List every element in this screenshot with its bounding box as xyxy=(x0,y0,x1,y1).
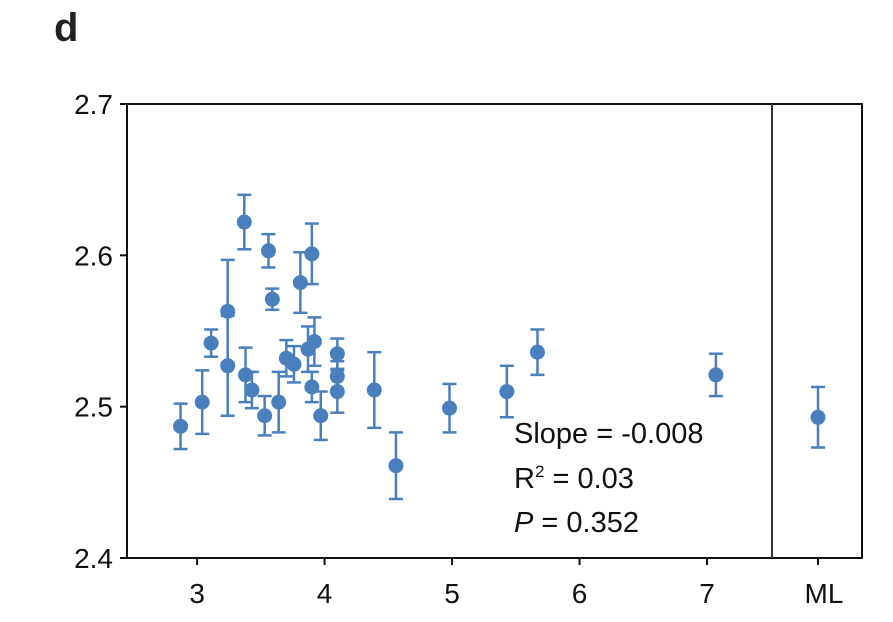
slope-annotation: Slope = -0.008 xyxy=(514,418,703,450)
r2-annotation: R2 = 0.03 xyxy=(514,462,634,495)
data-points xyxy=(173,193,826,501)
data-point xyxy=(244,382,260,398)
point-group xyxy=(257,394,273,437)
data-point xyxy=(499,384,515,400)
x-tick-label: 4 xyxy=(317,578,333,609)
point-group xyxy=(708,352,724,398)
point-group xyxy=(442,382,457,434)
data-point xyxy=(292,275,308,291)
x-tick-label: 3 xyxy=(189,578,205,609)
data-point xyxy=(329,346,345,362)
point-group xyxy=(329,369,345,414)
point-group xyxy=(304,222,320,286)
x-tick-label: 7 xyxy=(699,578,715,609)
data-point xyxy=(810,409,826,425)
data-point xyxy=(236,214,252,230)
data-point xyxy=(442,400,457,416)
panel-label: d xyxy=(54,6,79,50)
ml-point-group xyxy=(810,385,826,449)
data-point xyxy=(388,458,404,474)
y-tick-label: 2.7 xyxy=(74,89,113,120)
y-tick-label: 2.4 xyxy=(74,543,113,574)
data-point xyxy=(173,418,189,434)
point-group xyxy=(388,431,404,501)
data-point xyxy=(304,246,320,262)
axes: 2.4 2.5 2.6 2.7 3 4 5 6 7 ML xyxy=(74,89,843,609)
data-point xyxy=(271,394,287,410)
data-point xyxy=(203,335,219,351)
point-group xyxy=(264,287,280,312)
point-group xyxy=(236,193,252,251)
x-tick-label: 5 xyxy=(444,578,460,609)
plot-frame xyxy=(126,103,863,559)
data-point xyxy=(220,358,236,374)
p-value-annotation: P = 0.352 xyxy=(514,507,639,539)
y-tick-label: 2.6 xyxy=(74,240,113,271)
point-group xyxy=(244,370,260,410)
data-point xyxy=(329,384,345,400)
y-tick-label: 2.5 xyxy=(74,392,113,423)
point-group xyxy=(292,251,308,315)
x-tick-label: 6 xyxy=(572,578,588,609)
data-point xyxy=(313,408,329,424)
point-group xyxy=(499,364,515,419)
data-point xyxy=(260,243,276,259)
point-group xyxy=(304,370,320,404)
point-group xyxy=(271,370,287,434)
point-group xyxy=(260,232,276,269)
data-point xyxy=(264,291,280,307)
point-group xyxy=(203,328,219,358)
data-point xyxy=(708,367,724,383)
data-point xyxy=(366,382,382,398)
point-group xyxy=(278,338,294,378)
point-group xyxy=(366,350,382,430)
data-point xyxy=(306,334,322,350)
point-group xyxy=(306,316,322,368)
x-tick-label-ml: ML xyxy=(805,578,844,609)
point-group xyxy=(313,390,329,442)
data-point xyxy=(529,344,545,360)
data-point xyxy=(286,356,302,372)
point-group xyxy=(286,344,302,384)
data-point xyxy=(194,394,210,410)
data-point xyxy=(257,408,273,424)
point-group xyxy=(173,402,189,451)
point-group xyxy=(194,369,210,436)
point-group xyxy=(220,314,236,417)
point-group xyxy=(529,328,545,377)
